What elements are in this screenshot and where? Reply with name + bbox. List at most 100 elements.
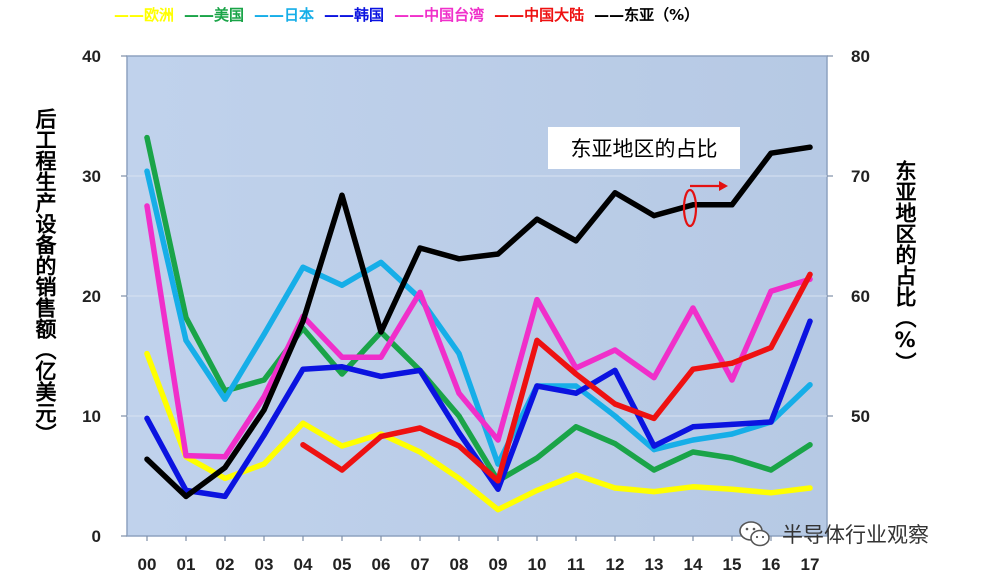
watermark-text: 半导体行业观察 [782,523,929,547]
data-point [144,135,150,141]
data-point [456,256,462,262]
series-line-欧洲 [144,350,813,513]
data-point [261,461,267,467]
x-tick-label: 07 [411,555,430,574]
legend-entry: ——韩国 [324,6,384,24]
x-tick-label: 06 [372,555,391,574]
y-tick-label: 10 [82,407,101,426]
data-point [495,251,501,257]
data-point [807,144,813,150]
data-point [534,297,540,303]
data-point [300,366,306,372]
data-point [690,437,696,443]
legend-entry: ——美国 [184,6,244,24]
y2-tick-label: 50 [851,407,870,426]
data-point [339,282,345,288]
data-point [495,507,501,513]
data-point [690,449,696,455]
data-point [183,315,189,321]
data-point [729,421,735,427]
data-point [183,493,189,499]
data-point [690,484,696,490]
data-point [768,490,774,496]
data-point [339,467,345,473]
series-line-中国大陆 [300,271,813,484]
data-point [456,443,462,449]
data-point [768,288,774,294]
data-point [261,394,267,400]
data-point [612,441,618,447]
y-tick-label: 30 [82,167,101,186]
data-point [300,420,306,426]
data-point [612,190,618,196]
x-tick-label: 14 [684,555,703,574]
y-axis-right: 50 60 70 80 [827,47,870,426]
x-tick-label: 03 [255,555,274,574]
x-axis: 00 01 02 03 04 05 06 07 08 09 10 11 12 13 14 15 16 17 [138,536,819,574]
series-lines [144,134,813,513]
legend: ——欧洲 ——美国 ——日本 ——韩国 ——中国台湾 ——中国大陆 ——东亚（%） [114,6,699,24]
legend-entry: ——中国大陆 [494,6,584,24]
data-point [534,337,540,343]
data-point [807,442,813,448]
data-point [456,351,462,357]
data-point [456,475,462,481]
data-point [339,354,345,360]
data-point [573,472,579,478]
data-point [573,371,579,377]
data-point [534,383,540,389]
y2-tick-label: 60 [851,287,870,306]
data-point [339,364,345,370]
data-point [339,371,345,377]
data-point [222,493,228,499]
data-point [378,373,384,379]
data-point [573,383,579,389]
data-point [651,467,657,473]
data-point [651,415,657,421]
data-point [456,430,462,436]
series-line-日本 [144,168,813,467]
data-point [651,443,657,449]
series-line-东亚 [144,144,813,500]
data-point [729,377,735,383]
x-tick-label: 15 [723,555,742,574]
data-point [417,367,423,373]
data-point [573,424,579,430]
y2-tick-label: 70 [851,167,870,186]
data-point [456,390,462,396]
x-tick-label: 16 [762,555,781,574]
data-point [339,192,345,198]
data-point [651,489,657,495]
data-point [378,329,384,335]
data-point [261,432,267,438]
data-point [534,455,540,461]
x-tick-label: 00 [138,555,157,574]
data-point [768,345,774,351]
data-point [729,431,735,437]
data-point [534,216,540,222]
data-point [690,202,696,208]
series-line-美国 [144,134,813,484]
data-point [690,305,696,311]
data-point [807,485,813,491]
data-point [495,461,501,467]
watermark: 半导体行业观察 [738,519,929,549]
y2-tick-label: 80 [851,47,870,66]
data-point [807,318,813,324]
data-point [729,360,735,366]
y-tick-label: 20 [82,287,101,306]
y-axis-left-label: 后工程生产设备的销售额（亿美元） [33,108,57,444]
data-point [144,456,150,462]
data-point [495,437,501,443]
data-point [417,425,423,431]
data-point [612,401,618,407]
x-tick-label: 01 [177,555,196,574]
data-point [144,168,150,174]
x-tick-label: 09 [489,555,508,574]
data-point [300,264,306,270]
data-point [222,396,228,402]
data-point [417,245,423,251]
y-tick-label: 40 [82,47,101,66]
data-point [378,354,384,360]
annotation-box: 东亚地区的占比 [548,127,740,169]
